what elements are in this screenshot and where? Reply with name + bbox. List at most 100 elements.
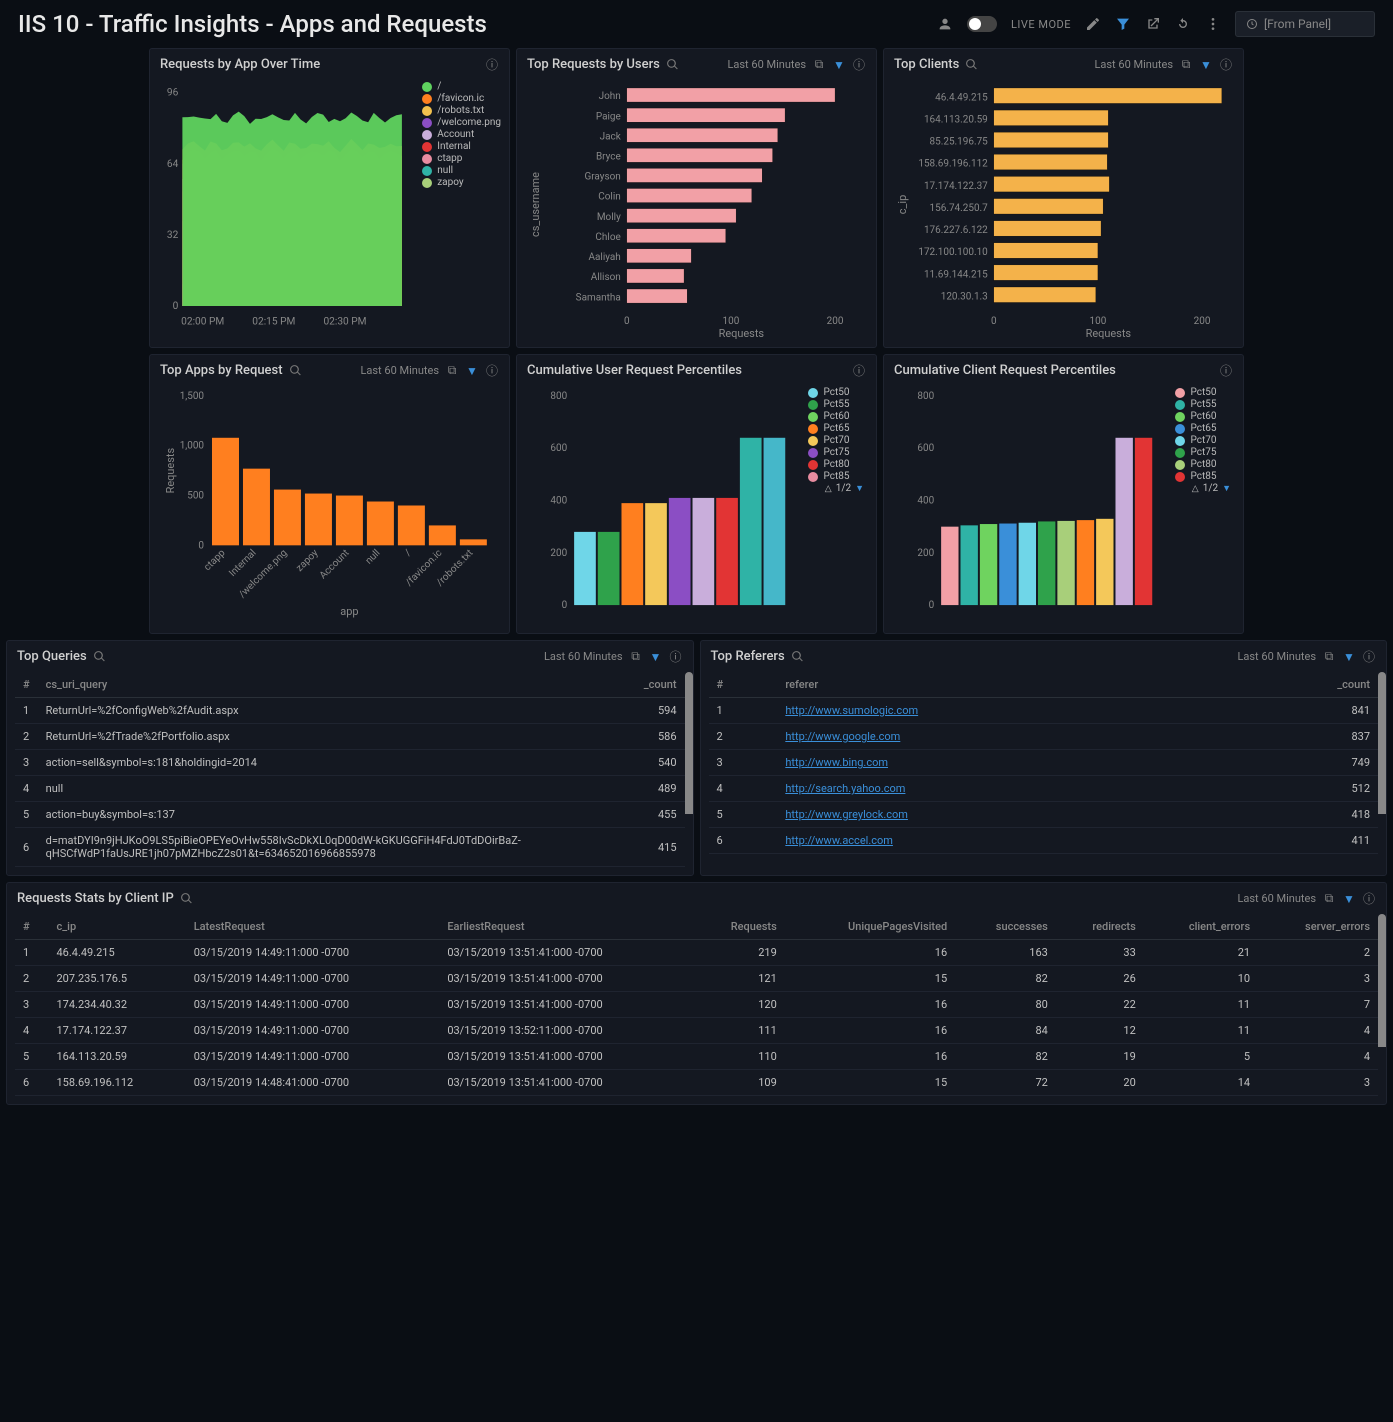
svg-text:zapoy: zapoy [294, 547, 321, 574]
svg-text:100: 100 [1090, 316, 1107, 327]
svg-text:1,000: 1,000 [180, 441, 205, 452]
svg-text:Requests: Requests [1086, 327, 1132, 339]
panel-stats: Requests Stats by Client IP Last 60 Minu… [6, 882, 1387, 1105]
user-icon[interactable] [937, 16, 953, 32]
svg-text:200: 200 [1194, 316, 1211, 327]
referer-link[interactable]: http://www.greylock.com [785, 808, 908, 821]
copy-icon[interactable]: ⧉ [629, 650, 643, 664]
vbar-apps: 05001,0001,500ctappInternal/welcome.pngz… [158, 386, 501, 625]
svg-text:Requests: Requests [164, 448, 177, 494]
svg-text:600: 600 [550, 443, 567, 454]
svg-text:02:30 PM: 02:30 PM [323, 316, 366, 327]
time-meta: Last 60 Minutes [1237, 892, 1316, 905]
copy-icon[interactable]: ⧉ [1322, 892, 1336, 906]
search-icon[interactable] [965, 58, 978, 71]
referer-link[interactable]: http://search.yahoo.com [785, 782, 905, 795]
svg-text:200: 200 [827, 316, 844, 327]
svg-text:600: 600 [917, 443, 934, 454]
svg-text:172.100.100.10: 172.100.100.10 [918, 247, 988, 258]
svg-text:0: 0 [991, 316, 997, 327]
time-meta: Last 60 Minutes [360, 364, 439, 377]
filter-icon[interactable]: ▼ [649, 650, 663, 664]
info-icon[interactable]: ⓘ [1362, 650, 1376, 664]
svg-text:Samantha: Samantha [576, 292, 621, 303]
refresh-icon[interactable] [1175, 16, 1191, 32]
panel-top-referers: Top Referers Last 60 Minutes ⧉ ▼ ⓘ #refe… [700, 640, 1388, 876]
svg-text:85.25.196.75: 85.25.196.75 [930, 137, 989, 148]
search-icon[interactable] [93, 650, 106, 663]
edit-icon[interactable] [1085, 16, 1101, 32]
referer-link[interactable]: http://www.sumologic.com [785, 704, 918, 717]
table-row: 1ReturnUrl=%2fConfigWeb%2fAudit.aspx594 [15, 698, 685, 724]
svg-text:Colin: Colin [598, 192, 621, 203]
search-icon[interactable] [666, 58, 679, 71]
svg-text:100: 100 [723, 316, 740, 327]
svg-text:200: 200 [917, 548, 934, 559]
info-icon[interactable]: ⓘ [852, 58, 866, 72]
table-row: 5action=buy&symbol=s:137455 [15, 802, 685, 828]
referer-link[interactable]: http://www.accel.com [785, 834, 893, 847]
svg-text:Chloe: Chloe [595, 232, 620, 243]
live-mode-toggle[interactable] [967, 16, 997, 32]
time-range-selector[interactable]: [From Panel] [1235, 11, 1375, 37]
info-icon[interactable]: ⓘ [852, 364, 866, 378]
panel-title: Top Queries [17, 649, 87, 664]
hbar-users: JohnPaigeJackBryceGraysonColinMollyChloe… [525, 80, 868, 339]
referer-link[interactable]: http://www.google.com [785, 730, 900, 743]
info-icon[interactable]: ⓘ [1219, 364, 1233, 378]
table-row: 146.4.49.21503/15/2019 14:49:11:000 -070… [15, 940, 1378, 966]
svg-text:cs_username: cs_username [529, 172, 542, 237]
table-row: 2http://www.google.com837 [709, 724, 1379, 750]
copy-icon[interactable]: ⧉ [812, 58, 826, 72]
svg-text:0: 0 [173, 301, 179, 312]
search-icon[interactable] [180, 892, 193, 905]
svg-text:500: 500 [187, 491, 204, 502]
info-icon[interactable]: ⓘ [1362, 892, 1376, 906]
svg-text:46.4.49.215: 46.4.49.215 [935, 92, 988, 103]
svg-text:156.74.250.7: 156.74.250.7 [930, 203, 989, 214]
svg-text:158.69.196.112: 158.69.196.112 [918, 159, 988, 170]
svg-text:02:15 PM: 02:15 PM [252, 316, 295, 327]
referer-link[interactable]: http://www.bing.com [785, 756, 888, 769]
table-row: 3174.234.40.3203/15/2019 14:49:11:000 -0… [15, 992, 1378, 1018]
info-icon[interactable]: ⓘ [485, 364, 499, 378]
page-header: IIS 10 - Traffic Insights - Apps and Req… [0, 0, 1393, 48]
svg-text:Molly: Molly [597, 212, 621, 223]
copy-icon[interactable]: ⧉ [1179, 58, 1193, 72]
info-icon[interactable]: ⓘ [485, 58, 499, 72]
svg-text:John: John [599, 91, 621, 102]
info-icon[interactable]: ⓘ [669, 650, 683, 664]
svg-text:0: 0 [562, 600, 568, 611]
filter-icon[interactable]: ▼ [1199, 58, 1213, 72]
filter-icon[interactable]: ▼ [1342, 650, 1356, 664]
svg-text:Grayson: Grayson [584, 172, 620, 183]
svg-text:17.174.122.37: 17.174.122.37 [924, 181, 988, 192]
share-icon[interactable] [1145, 16, 1161, 32]
time-meta: Last 60 Minutes [727, 58, 806, 71]
filter-icon[interactable] [1115, 16, 1131, 32]
filter-icon[interactable]: ▼ [1342, 892, 1356, 906]
panel-title: Top Clients [894, 57, 959, 72]
more-icon[interactable] [1205, 16, 1221, 32]
table-row: 2ReturnUrl=%2fTrade%2fPortfolio.aspx586 [15, 724, 685, 750]
legend-pager[interactable]: △1/2▼ [1175, 483, 1235, 494]
svg-text:400: 400 [917, 496, 934, 507]
svg-text:800: 800 [917, 391, 934, 402]
time-meta: Last 60 Minutes [1094, 58, 1173, 71]
filter-icon[interactable]: ▼ [465, 364, 479, 378]
time-meta: Last 60 Minutes [544, 650, 623, 663]
svg-text:32: 32 [167, 230, 179, 241]
search-icon[interactable] [791, 650, 804, 663]
queries-table: #cs_uri_query_count1ReturnUrl=%2fConfigW… [15, 672, 685, 867]
area-legend: //favicon.ic/robots.txt/welcome.pngAccou… [422, 80, 501, 339]
table-row: 5164.113.20.5903/15/2019 14:49:11:000 -0… [15, 1044, 1378, 1070]
panel-client-pct: Cumulative Client Request Percentiles ⓘ … [883, 354, 1244, 634]
search-icon[interactable] [289, 364, 302, 377]
time-range-label: [From Panel] [1264, 17, 1331, 31]
filter-icon[interactable]: ▼ [832, 58, 846, 72]
legend-pager[interactable]: △1/2▼ [808, 483, 868, 494]
copy-icon[interactable]: ⧉ [1322, 650, 1336, 664]
info-icon[interactable]: ⓘ [1219, 58, 1233, 72]
copy-icon[interactable]: ⧉ [445, 364, 459, 378]
panel-top-clients: Top Clients Last 60 Minutes ⧉ ▼ ⓘ 46.4.4… [883, 48, 1244, 348]
